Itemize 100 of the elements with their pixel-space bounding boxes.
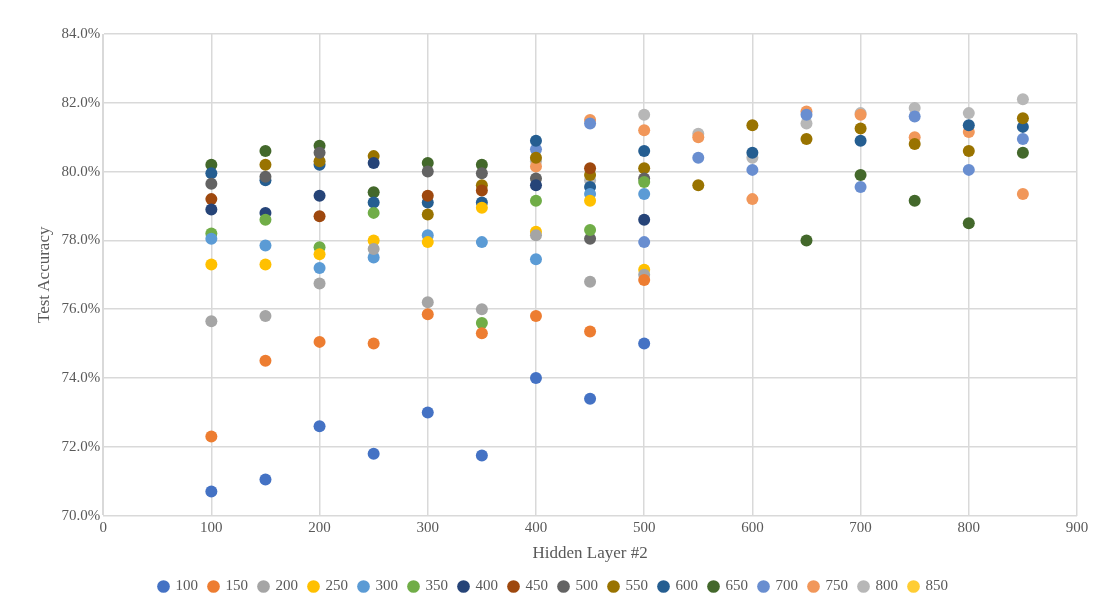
y-tick-label: 70.0% (61, 506, 101, 523)
point (638, 236, 651, 249)
y-tick-label: 78.0% (61, 231, 101, 248)
point (1016, 93, 1029, 106)
point (584, 325, 597, 338)
point (367, 157, 380, 169)
point (205, 203, 218, 216)
x-tick-label: 0 (99, 518, 107, 535)
x-tick-label: 800 (957, 518, 981, 535)
point (529, 253, 542, 266)
point (692, 131, 705, 144)
point (746, 119, 759, 132)
x-tick-label: 200 (308, 518, 331, 535)
point (205, 177, 218, 190)
point (421, 296, 434, 309)
point (1016, 132, 1029, 145)
point (1016, 112, 1029, 125)
point (475, 316, 488, 329)
point (367, 186, 380, 199)
point (367, 243, 380, 255)
point (908, 138, 921, 151)
point (908, 194, 921, 207)
point (908, 110, 921, 123)
point (421, 189, 434, 202)
point (259, 239, 272, 252)
point (259, 158, 272, 171)
point (584, 275, 597, 288)
point (529, 194, 542, 207)
legend-label: 150 (225, 577, 248, 594)
point (584, 224, 597, 237)
y-axis-title: Test Accuracy (33, 226, 53, 324)
legend-label: 200 (275, 577, 298, 594)
point (638, 162, 651, 175)
point (800, 234, 813, 247)
point (475, 167, 488, 180)
point (259, 473, 272, 486)
point (313, 335, 326, 348)
point (746, 146, 759, 159)
point (475, 327, 488, 340)
point (313, 277, 326, 290)
point (205, 315, 218, 328)
point (746, 163, 759, 176)
point (746, 193, 759, 206)
point (313, 261, 326, 274)
point (313, 248, 326, 261)
point (475, 236, 488, 249)
point (962, 119, 975, 132)
legend-label: 750 (825, 577, 848, 594)
point (529, 372, 542, 384)
x-tick-label: 100 (200, 518, 223, 535)
point (962, 217, 975, 230)
point (421, 165, 434, 178)
point (259, 258, 272, 271)
point (638, 124, 651, 137)
point (367, 447, 380, 460)
x-tick-label: 300 (416, 518, 440, 535)
point (313, 146, 326, 159)
point (313, 189, 326, 202)
point (259, 170, 272, 183)
legend-label: 800 (875, 577, 898, 594)
point (367, 206, 380, 219)
point (584, 162, 597, 175)
point (205, 193, 218, 206)
point (259, 213, 272, 226)
legend-label: 250 (325, 577, 348, 594)
point (962, 107, 975, 120)
point (205, 167, 218, 180)
point (205, 258, 218, 271)
point (962, 163, 975, 176)
legend-label: 850 (925, 577, 948, 594)
legend-label: 350 (425, 577, 448, 594)
point (259, 310, 272, 323)
x-tick-label: 400 (524, 518, 548, 535)
x-tick-label: 600 (741, 518, 764, 535)
point (529, 134, 542, 147)
point (529, 179, 542, 192)
y-tick-label: 72.0% (61, 437, 101, 454)
point (421, 236, 434, 249)
point (854, 134, 867, 147)
point (313, 210, 326, 223)
point (962, 144, 975, 157)
point (205, 430, 218, 443)
point (475, 201, 488, 214)
point (259, 354, 272, 367)
point (529, 310, 542, 323)
point (367, 337, 380, 350)
point (475, 184, 488, 197)
point (421, 406, 434, 419)
x-axis-title: Hidden Layer #2 (532, 543, 648, 563)
y-tick-label: 76.0% (61, 300, 101, 317)
point (421, 308, 434, 321)
y-tick-label: 82.0% (61, 93, 101, 110)
point (1016, 187, 1029, 200)
point (313, 420, 326, 433)
legend-label: 550 (625, 577, 648, 594)
y-tick-label: 84.0% (61, 24, 101, 41)
point (475, 449, 488, 462)
legend-label: 600 (675, 577, 698, 594)
point (1016, 146, 1029, 159)
legend-label: 300 (375, 577, 398, 594)
